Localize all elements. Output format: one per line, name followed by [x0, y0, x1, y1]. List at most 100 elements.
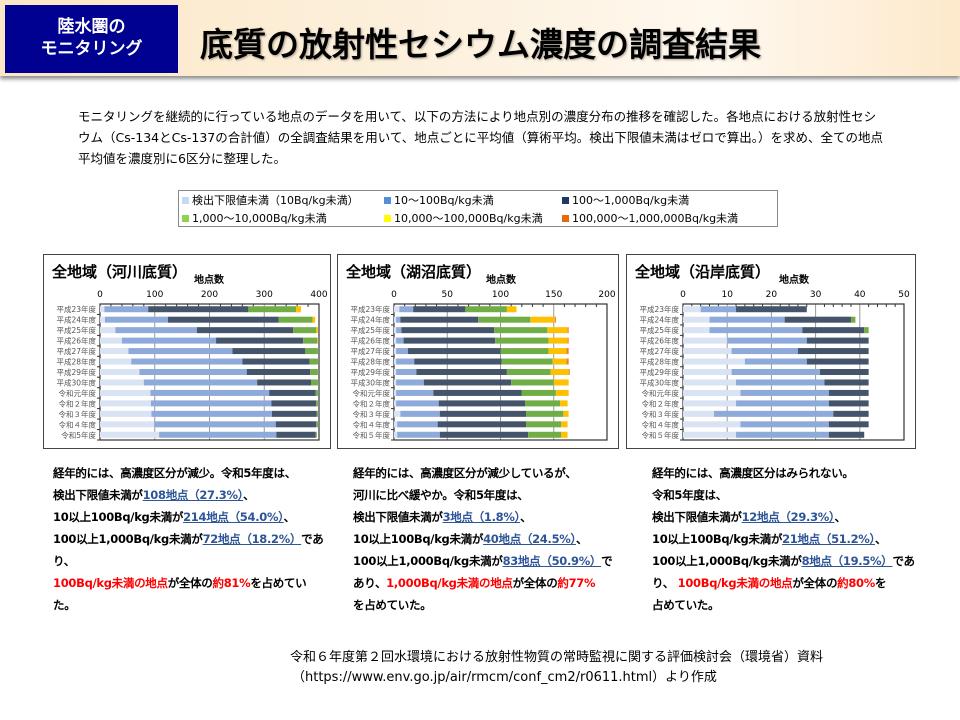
legend-swatch	[384, 215, 391, 222]
y-category-label: 令和２年度	[353, 398, 391, 408]
summary-text: た。	[53, 598, 76, 612]
y-category-label: 平成25年度	[56, 325, 96, 335]
summary-text: が全体の	[167, 576, 213, 590]
y-category-label: 平成26年度	[639, 336, 679, 346]
summary-lake: 経年的には、高濃度区分が減少しているが、 河川に比べ緩やか。令和5年度は、 検出下限…	[353, 462, 638, 616]
count-link[interactable]: 12地点（29.3%）	[741, 510, 835, 524]
bar-segment	[104, 306, 149, 313]
bar-segment	[104, 316, 168, 323]
count-link[interactable]: 72地点（18.2%）	[202, 532, 302, 546]
summary-text: が全体の	[792, 576, 838, 590]
bar-segment	[316, 410, 318, 417]
bar-segment	[568, 369, 570, 375]
summary-line: 100以上1,000Bq/kg未満が83地点（50.9%）で	[353, 550, 638, 572]
bar-segment	[561, 431, 568, 438]
legend-swatch	[182, 215, 189, 222]
summary-line: 10以上100Bq/kg未満が40地点（24.5%）、	[353, 528, 638, 550]
bar-segment	[683, 379, 737, 386]
bar-segment	[506, 306, 517, 313]
x-tick-label: 100	[146, 290, 163, 300]
bar-segment	[439, 431, 529, 438]
bar-segment	[864, 327, 869, 334]
y-category-label: 平成27年度	[639, 346, 679, 356]
x-tick-label: 150	[545, 290, 562, 300]
legend-item: 1,000～10,000Bq/kg未満	[182, 210, 327, 227]
bar-segment	[731, 348, 798, 355]
bar-segment	[394, 369, 397, 375]
bar-segment	[394, 431, 398, 438]
bar-segment	[824, 379, 869, 386]
legend-swatch	[182, 197, 189, 204]
bar-segment	[683, 337, 728, 344]
bar-segment	[828, 431, 865, 438]
count-link[interactable]: 8地点（19.5%）	[801, 554, 893, 568]
section-badge: 陸水圏の モニタリング	[5, 5, 178, 73]
bar-segment	[159, 431, 277, 438]
header-band: 陸水圏の モニタリング 底質の放射性セシウム濃度の調査結果	[0, 0, 960, 76]
summary-line: 検出下限値未満が12地点（29.3%）、	[652, 506, 937, 528]
y-category-label: 平成29年度	[56, 367, 96, 377]
bar-segment	[548, 348, 567, 355]
bar-segment	[293, 327, 317, 334]
summary-text: 検出下限値未満が	[652, 510, 742, 524]
legend-label: 検出下限値未満（10Bq/kg未満）	[192, 194, 359, 207]
bar-segment	[100, 348, 129, 355]
bar-segment	[550, 369, 569, 375]
bar-segment	[414, 358, 502, 365]
bar-segment	[100, 306, 105, 313]
summary-text: 占めていた。	[652, 598, 720, 612]
legend-label: 100～1,000Bq/kg未満	[572, 194, 690, 207]
bar-segment	[683, 348, 732, 355]
x-tick-label: 400	[310, 290, 327, 300]
bar-segment	[276, 431, 316, 438]
count-link[interactable]: 108地点（27.3%）	[142, 488, 244, 502]
bar-segment	[740, 421, 829, 428]
bar-segment	[806, 358, 869, 365]
highlight-text: 100Bq/kg未満の地点	[677, 576, 793, 590]
x-tick-label: 0	[97, 290, 103, 300]
count-link[interactable]: 40地点（24.5%）	[483, 532, 576, 546]
bar-segment	[555, 389, 569, 396]
bar-segment	[850, 316, 856, 323]
summary-line: た。	[53, 594, 338, 616]
bar-segment	[271, 400, 317, 407]
bar-segment	[316, 421, 318, 428]
y-category-label: 平成26年度	[56, 336, 96, 346]
count-link[interactable]: 214地点（54.0%）	[183, 510, 284, 524]
bar-segment	[709, 327, 803, 334]
summary-text: 、	[575, 532, 588, 546]
summary-text: 河川に比べ緩やか。令和5年度は、	[353, 488, 529, 502]
bar-segment	[407, 348, 501, 355]
bar-segment	[709, 316, 785, 323]
bar-segment	[478, 316, 531, 323]
bar-segment	[296, 306, 301, 313]
count-link[interactable]: 83地点（50.9%）	[502, 554, 602, 568]
y-category-label: 令和５年度	[642, 430, 680, 440]
bar-segment	[399, 306, 414, 313]
legend-label: 10～100Bq/kg未満	[394, 194, 494, 207]
bar-segment	[275, 421, 317, 428]
bar-segment	[396, 389, 434, 396]
bar-segment	[713, 410, 834, 417]
highlight-text: 約81%	[212, 576, 251, 590]
x-tick-label: 10	[721, 290, 733, 300]
bar-segment	[257, 379, 312, 386]
bar-segment	[100, 327, 116, 334]
summary-line: あり、1,000Bq/kg未満の地点が全体の約77%	[353, 572, 638, 594]
y-category-label: 平成24年度	[350, 315, 390, 325]
bar-segment	[315, 431, 317, 438]
legend-item: 検出下限値未満（10Bq/kg未満）	[182, 192, 359, 209]
y-category-label: 令和５年度	[353, 430, 391, 440]
count-link[interactable]: 3地点（1.8%）	[442, 510, 521, 524]
count-link[interactable]: 21地点（51.2%）	[782, 532, 875, 546]
y-category-label: 令和３年度	[642, 409, 680, 419]
bar-segment	[309, 358, 318, 365]
bar-segment	[394, 410, 401, 417]
y-category-label: 令和４年度	[59, 419, 97, 429]
intro-paragraph: モニタリングを継続的に行っている地点のデータを用いて、以下の方法により地点別の濃…	[78, 109, 883, 166]
chart-title: 全地域（湖沼底質）	[346, 263, 482, 281]
bar-segment	[438, 400, 525, 407]
chart-lake: 全地域（湖沼底質） 地点数 0 50 100 150 200 平成23年度 平成24年度 平成25…	[337, 254, 619, 449]
bar-segment	[806, 337, 869, 344]
summary-text: 100以上1,000Bq/kg未満が	[53, 532, 203, 546]
